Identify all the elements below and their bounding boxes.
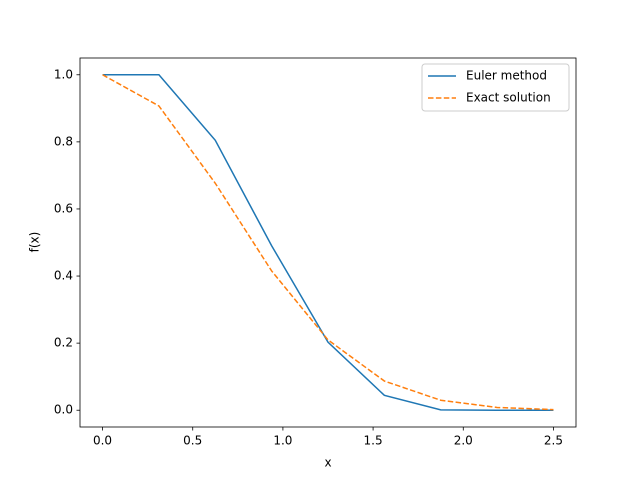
legend-label: Exact solution [466, 91, 551, 105]
line [102, 74, 554, 411]
x-tick-label: 0.5 [183, 434, 202, 448]
x-tick-label: 1.5 [364, 434, 383, 448]
y-tick-label: 0.6 [54, 201, 73, 215]
x-tick-label: 2.0 [454, 434, 473, 448]
y-axis-label: f(x) [28, 232, 42, 253]
x-tick-label: 0.0 [93, 434, 112, 448]
y-tick-label: 0.4 [54, 269, 73, 283]
legend-label: Euler method [466, 69, 547, 83]
y-tick-label: 0.2 [54, 336, 73, 350]
x-tick-label: 2.5 [544, 434, 563, 448]
y-tick-label: 0.8 [54, 134, 73, 148]
x-axis-label: x [324, 456, 331, 470]
y-tick-label: 0.0 [54, 403, 73, 417]
line [102, 74, 554, 412]
legend-box [421, 63, 570, 112]
y-tick-label: 1.0 [54, 67, 73, 81]
x-tick-label: 1.0 [273, 434, 292, 448]
axes-frame [79, 57, 577, 428]
